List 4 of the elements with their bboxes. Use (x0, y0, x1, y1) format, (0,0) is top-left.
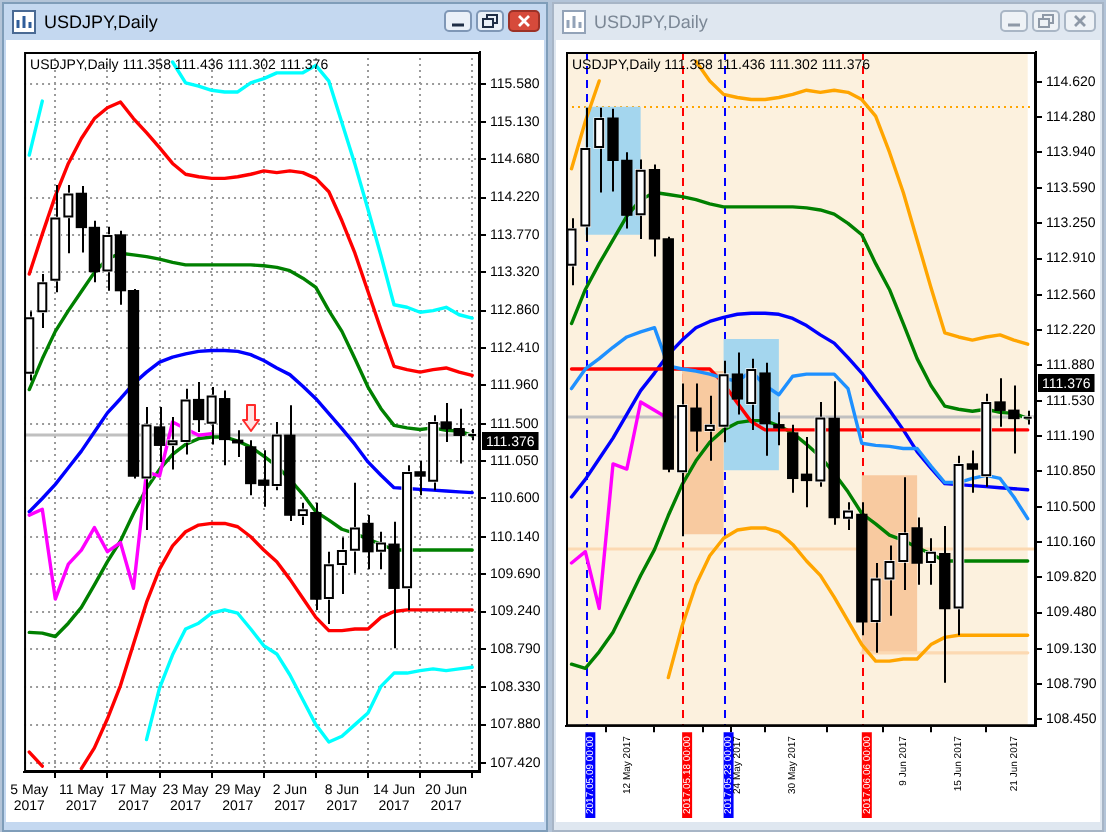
candlestick (36, 273, 48, 330)
chart-title: USDJPY,Daily (44, 12, 158, 32)
candlestick (773, 411, 785, 447)
chart-title: USDJPY,Daily (594, 12, 708, 32)
